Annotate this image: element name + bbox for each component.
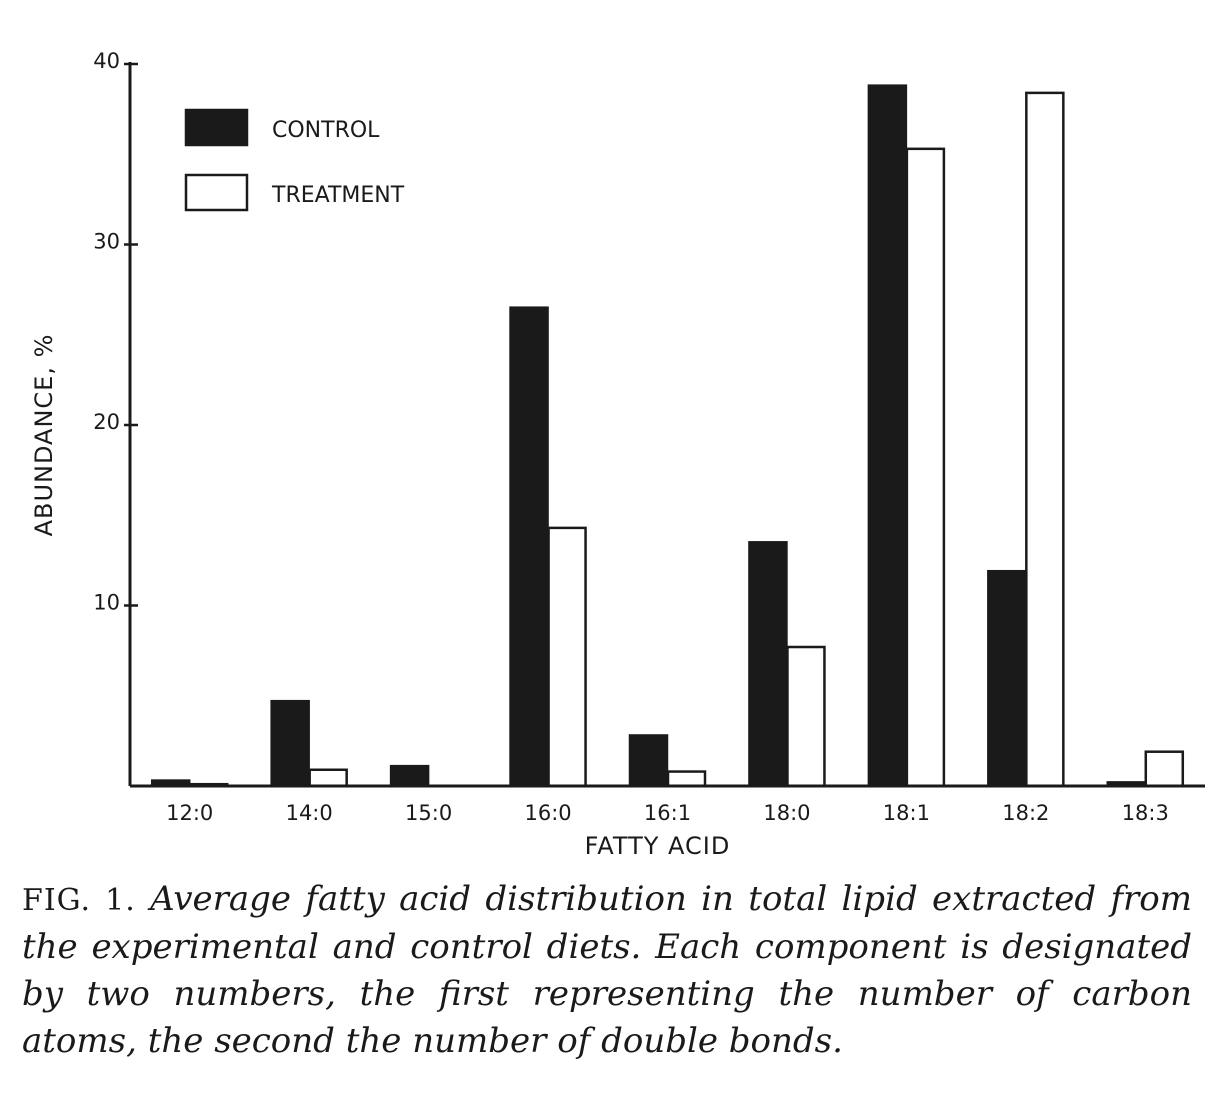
legend-label-control: CONTROL xyxy=(272,118,380,143)
x-tick-label-15-0: 15:0 xyxy=(405,801,452,825)
bar-treatment-18-2 xyxy=(1025,91,1065,788)
x-axis-title: FATTY ACID xyxy=(585,832,731,860)
bar-control-14-0 xyxy=(270,699,310,788)
bar-treatment-16-0 xyxy=(547,526,587,788)
bars-layer xyxy=(150,84,1185,788)
figure-caption: FIG. 1. Average fatty acid distribution … xyxy=(22,876,1192,1065)
bar-chart: 10 20 30 40 12:0 14:0 15:0 16:0 16:1 18:0 18:1 18:2… xyxy=(30,49,1205,860)
bar-treatment-14-0 xyxy=(308,768,348,788)
y-axis-title: ABUNDANCE, % xyxy=(30,334,58,537)
legend-swatch-treatment xyxy=(184,173,249,212)
y-tick-label-40: 40 xyxy=(93,49,120,73)
bar-control-18-2 xyxy=(987,569,1027,788)
x-tick-label-16-1: 16:1 xyxy=(644,801,691,825)
x-tick-label-18-3: 18:3 xyxy=(1122,801,1169,825)
axes-layer: 10 20 30 40 12:0 14:0 15:0 16:0 16:1 18:0 18:1 18:2… xyxy=(30,49,1205,860)
legend-swatch-control xyxy=(184,108,249,147)
bar-control-18-1 xyxy=(867,84,908,788)
legend-label-treatment: TREATMENT xyxy=(271,183,405,208)
y-tick-label-10: 10 xyxy=(93,591,120,615)
bar-treatment-16-1 xyxy=(666,770,707,788)
bar-control-15-0 xyxy=(389,764,430,788)
x-tick-label-18-0: 18:0 xyxy=(763,801,810,825)
bar-control-18-0 xyxy=(748,541,788,788)
legend: CONTROL TREATMENT xyxy=(184,108,405,212)
x-tick-label-12-0: 12:0 xyxy=(166,801,213,825)
figure-label: FIG. 1. xyxy=(22,883,136,918)
x-tick-label-18-2: 18:2 xyxy=(1002,801,1049,825)
y-tick-label-20: 20 xyxy=(93,410,120,434)
caption-text: Average fatty acid distribution in total… xyxy=(22,879,1192,1061)
bar-control-16-0 xyxy=(509,306,549,788)
bar-control-16-1 xyxy=(628,734,669,788)
bar-treatment-18-1 xyxy=(905,147,946,788)
bar-treatment-18-0 xyxy=(786,645,826,788)
x-tick-label-18-1: 18:1 xyxy=(883,801,930,825)
bar-treatment-18-3 xyxy=(1144,750,1185,788)
x-tick-label-14-0: 14:0 xyxy=(286,801,333,825)
y-tick-label-30: 30 xyxy=(93,230,120,254)
x-tick-label-16-0: 16:0 xyxy=(524,801,571,825)
